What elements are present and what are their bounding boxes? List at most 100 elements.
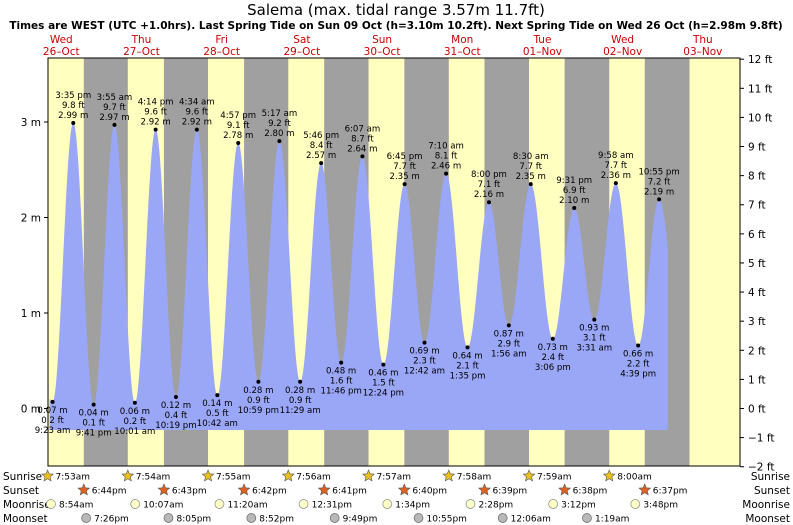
right-tick-label: 12 ft bbox=[748, 54, 772, 66]
sunrise-icon bbox=[201, 469, 215, 482]
moonrise-icon bbox=[630, 499, 641, 509]
sunrise-time: 7:53am bbox=[56, 473, 91, 483]
day-date: 29–Oct bbox=[283, 46, 320, 58]
sunrise-icon bbox=[522, 469, 536, 482]
low-tide-point bbox=[506, 323, 511, 328]
day-name: Fri bbox=[215, 34, 228, 46]
sunrise-time: 7:54am bbox=[136, 473, 171, 483]
low-tide-m: 0.87 m bbox=[494, 329, 524, 339]
low-tide-m: 0.66 m bbox=[623, 349, 653, 359]
right-tick-label: −2 ft bbox=[748, 462, 774, 474]
moonrise-icon bbox=[130, 499, 141, 509]
high-tide-ft: 9.7 ft bbox=[103, 103, 126, 113]
sunset-icon bbox=[237, 483, 251, 496]
moonset-time: 12:06am bbox=[511, 515, 551, 525]
high-tide-m: 2.80 m bbox=[264, 129, 294, 139]
high-tide-point bbox=[528, 182, 533, 187]
low-tide-time: 3:31 am bbox=[576, 344, 612, 354]
left-tick-label: 0 m bbox=[21, 404, 41, 416]
low-tide-time: 12:24 pm bbox=[363, 389, 404, 399]
sunset-icon bbox=[317, 483, 331, 496]
high-tide-time: 9:31 pm bbox=[556, 176, 592, 186]
right-tick-label: 11 ft bbox=[748, 83, 772, 95]
low-tide-m: 0.28 m bbox=[285, 386, 315, 396]
day-name: Sat bbox=[293, 34, 310, 46]
sunrise-row-label: Sunrise bbox=[3, 471, 42, 483]
sunrise-time: 7:57am bbox=[377, 473, 412, 483]
low-tide-m: 0.04 m bbox=[79, 409, 109, 419]
high-tide-time: 5:46 pm bbox=[303, 131, 339, 141]
chart-title: Salema (max. tidal range 3.57m 11.7ft) bbox=[247, 1, 545, 19]
moonset-icon bbox=[497, 513, 508, 523]
high-tide-time: 4:57 pm bbox=[220, 111, 256, 121]
high-tide-point bbox=[572, 205, 577, 210]
day-date: 03–Nov bbox=[683, 46, 722, 58]
sunset-icon bbox=[478, 483, 491, 496]
left-tick-label: 2 m bbox=[21, 213, 41, 225]
sunrise-icon bbox=[442, 469, 456, 482]
low-tide-time: 1:56 am bbox=[491, 349, 527, 359]
high-tide-m: 2.46 m bbox=[431, 162, 461, 172]
low-tide-point bbox=[592, 317, 597, 322]
high-tide-ft: 8.4 ft bbox=[310, 141, 333, 151]
day-date: 26–Oct bbox=[43, 46, 80, 58]
tide-event-labels: 0.07 m0.2 ft9:23 am3:35 pm9.8 ft2.99 m0.… bbox=[35, 91, 680, 439]
day-name: Mon bbox=[451, 34, 473, 46]
high-tide-m: 2.19 m bbox=[644, 187, 674, 197]
low-tide-ft: 2.2 ft bbox=[627, 359, 650, 369]
day-date: 01–Nov bbox=[523, 46, 562, 58]
right-tick-label: 6 ft bbox=[748, 229, 766, 241]
high-tide-point bbox=[277, 139, 282, 144]
moonset-row-label: Moonset bbox=[3, 513, 48, 525]
low-tide-ft: 0.2 ft bbox=[124, 417, 147, 427]
right-tick-label: 7 ft bbox=[748, 200, 766, 212]
low-tide-point bbox=[339, 360, 344, 365]
high-tide-time: 6:45 pm bbox=[387, 152, 423, 162]
low-tide-time: 9:23 am bbox=[35, 426, 71, 436]
high-tide-time: 8:00 pm bbox=[471, 170, 507, 180]
sunrise-time: 8:00am bbox=[617, 473, 652, 483]
high-tide-ft: 8.1 ft bbox=[435, 152, 458, 162]
low-tide-time: 10:19 pm bbox=[155, 421, 196, 431]
high-tide-ft: 9.6 ft bbox=[186, 108, 209, 118]
sunset-icon bbox=[638, 483, 652, 496]
axes: 0 m 1 m 2 m 3 m −2 ft −1 ft 0 ft 1 ft 2 ft 3 ft 4 … bbox=[21, 54, 775, 474]
high-tide-ft: 8.7 ft bbox=[351, 134, 374, 144]
low-tide-m: 0.28 m bbox=[243, 386, 273, 396]
right-tick-label: 1 ft bbox=[748, 374, 766, 386]
low-tide-m: 0.64 m bbox=[452, 351, 482, 361]
high-tide-point bbox=[194, 127, 199, 132]
moonset-time: 1:19am bbox=[595, 515, 630, 525]
high-tide-m: 2.92 m bbox=[182, 118, 212, 128]
moonrise-time: 3:48pm bbox=[643, 501, 678, 511]
sunrise-icon bbox=[41, 469, 54, 482]
high-tide-point bbox=[657, 197, 662, 202]
moonrise-time: 12:31pm bbox=[312, 501, 352, 511]
low-tide-ft: 0.2 ft bbox=[41, 416, 64, 426]
high-tide-ft: 7.7 ft bbox=[519, 162, 542, 172]
moonset-time: 8:05pm bbox=[176, 515, 211, 525]
day-date: 27–Oct bbox=[123, 46, 160, 58]
moonrise-icon bbox=[382, 499, 393, 509]
moonset-icon bbox=[582, 513, 592, 523]
high-tide-point bbox=[613, 181, 618, 186]
sunset-time: 6:42pm bbox=[252, 487, 287, 497]
left-tick-label: 3 m bbox=[21, 117, 41, 129]
low-tide-time: 9:41 pm bbox=[76, 429, 112, 439]
low-tide-time: 12:42 am bbox=[404, 367, 445, 377]
low-tide-time: 1:35 pm bbox=[450, 371, 486, 381]
low-tide-time: 10:42 am bbox=[197, 419, 238, 429]
high-tide-ft: 6.9 ft bbox=[563, 186, 586, 196]
tide-curve bbox=[49, 122, 668, 431]
moonrise-time: 2:28pm bbox=[478, 501, 513, 511]
high-tide-m: 2.57 m bbox=[306, 151, 336, 161]
high-tide-time: 9:58 am bbox=[598, 151, 634, 161]
high-tide-ft: 9.2 ft bbox=[268, 119, 291, 129]
plot-frame bbox=[47, 57, 741, 467]
sunset-icon bbox=[77, 483, 91, 496]
sunrise-icon bbox=[121, 469, 135, 482]
moonset-icon bbox=[413, 513, 424, 523]
high-tide-m: 2.35 m bbox=[516, 172, 546, 182]
moonrise-time: 1:34pm bbox=[395, 501, 430, 511]
